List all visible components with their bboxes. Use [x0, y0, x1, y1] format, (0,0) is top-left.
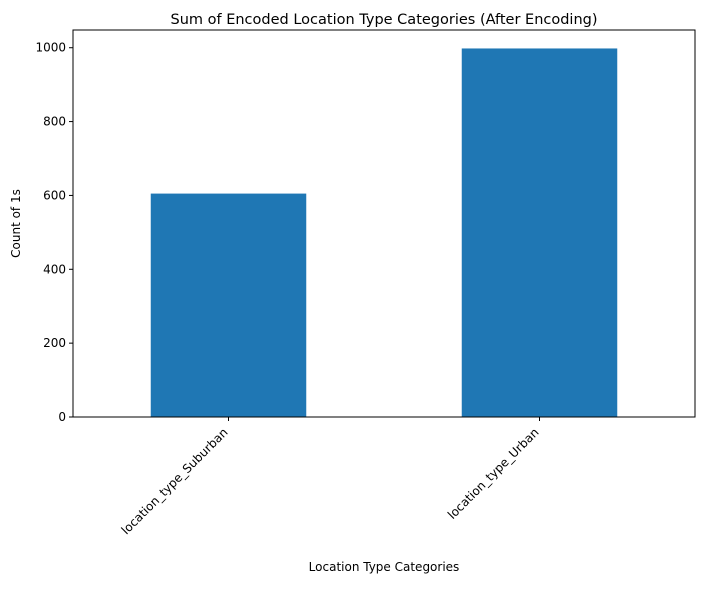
bar-0: [150, 193, 307, 417]
y-axis-label: Count of 1s: [9, 189, 23, 258]
y-tick-label-0: 0: [58, 410, 66, 424]
bar-1: [461, 48, 618, 417]
y-axis: 0 200 400 600 800 1000: [35, 41, 73, 424]
y-tick-label-4: 800: [43, 115, 66, 129]
x-axis: location_type_Suburban location_type_Urba…: [119, 417, 542, 537]
y-tick-label-1: 200: [43, 336, 66, 350]
chart-title: Sum of Encoded Location Type Categories …: [170, 12, 597, 28]
y-tick-label-2: 400: [43, 262, 66, 276]
y-tick-label-3: 600: [43, 188, 66, 202]
x-axis-label: Location Type Categories: [309, 560, 460, 574]
y-tick-label-5: 1000: [35, 41, 66, 55]
x-tick-label-1: location_type_Urban: [445, 425, 542, 522]
bars-layer: [150, 48, 618, 417]
plot-area-frame: [72, 29, 696, 418]
x-tick-label-0: location_type_Suburban: [119, 425, 231, 537]
